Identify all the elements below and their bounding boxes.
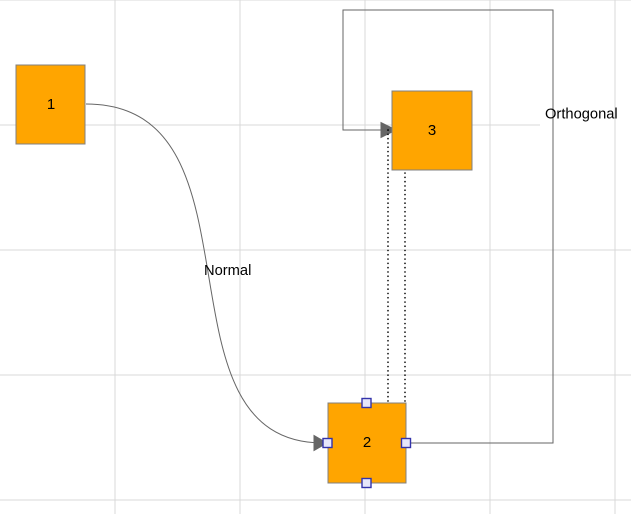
svg-text:1: 1: [47, 96, 55, 113]
svg-text:3: 3: [428, 122, 436, 139]
svg-text:Orthogonal: Orthogonal: [545, 107, 618, 123]
svg-text:2: 2: [363, 434, 371, 451]
svg-text:Normal: Normal: [204, 263, 251, 279]
